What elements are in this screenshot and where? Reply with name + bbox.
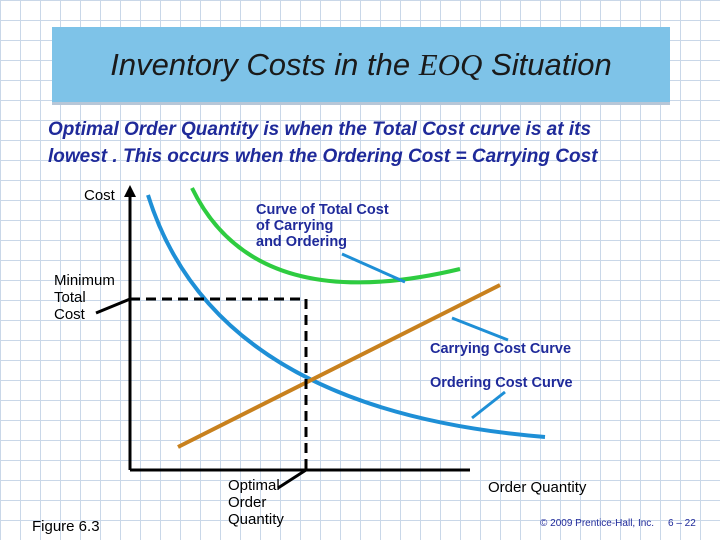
ordering-cost-curve-label: Ordering Cost Curve	[430, 375, 573, 391]
total-cost-line-3: and Ordering	[256, 234, 348, 250]
min-total-cost-leader	[95, 297, 131, 315]
optimal-order-quantity-label: Optimal Order Quantity	[228, 477, 284, 528]
y-axis-arrow	[124, 185, 136, 197]
copyright-text: © 2009 Prentice-Hall, Inc.	[540, 518, 655, 529]
page-number: 6 – 22	[668, 518, 696, 529]
carrying-cost-leader	[451, 316, 509, 342]
title-part3: Situation	[482, 46, 612, 82]
total-cost-curve	[190, 187, 461, 285]
subtitle-line-1: Optimal Order Quantity is when the Total…	[48, 119, 592, 140]
title-part2: EOQ	[418, 46, 483, 82]
ordering-cost-leader	[471, 390, 506, 420]
y-axis-label: Cost	[84, 187, 115, 204]
carrying-cost-curve-label: Carrying Cost Curve	[430, 341, 572, 357]
title-part1: Inventory Costs in the	[110, 46, 419, 82]
min-cost-line-1: Minimum	[54, 272, 115, 289]
total-cost-line-1: Curve of Total Cost	[256, 202, 389, 218]
min-cost-line-3: Cost	[54, 306, 85, 323]
total-cost-curve-label: Curve of Total Cost of Carrying and Orde…	[256, 202, 389, 250]
ordering-cost-curve	[146, 194, 546, 439]
optimal-line-1: Optimal	[228, 477, 280, 494]
optimal-line-2: Order	[228, 494, 267, 511]
total-cost-line-2: of Carrying	[256, 218, 334, 234]
optimal-line-3: Quantity	[228, 511, 284, 528]
slide-subtitle: Optimal Order Quantity is when the Total…	[48, 116, 698, 170]
subtitle-line-2: lowest . This occurs when the Ordering C…	[48, 146, 598, 167]
slide-title: Inventory Costs in the EOQ Situation	[110, 47, 611, 83]
x-axis-label: Order Quantity	[488, 479, 587, 496]
title-banner: Inventory Costs in the EOQ Situation	[52, 27, 670, 105]
minimum-total-cost-label: Minimum Total Cost	[54, 272, 115, 323]
total-cost-leader	[341, 252, 406, 284]
min-cost-line-2: Total	[54, 289, 86, 306]
optimal-order-leader	[277, 468, 307, 490]
carrying-cost-curve	[177, 283, 501, 449]
figure-label: Figure 6.3	[32, 518, 100, 535]
